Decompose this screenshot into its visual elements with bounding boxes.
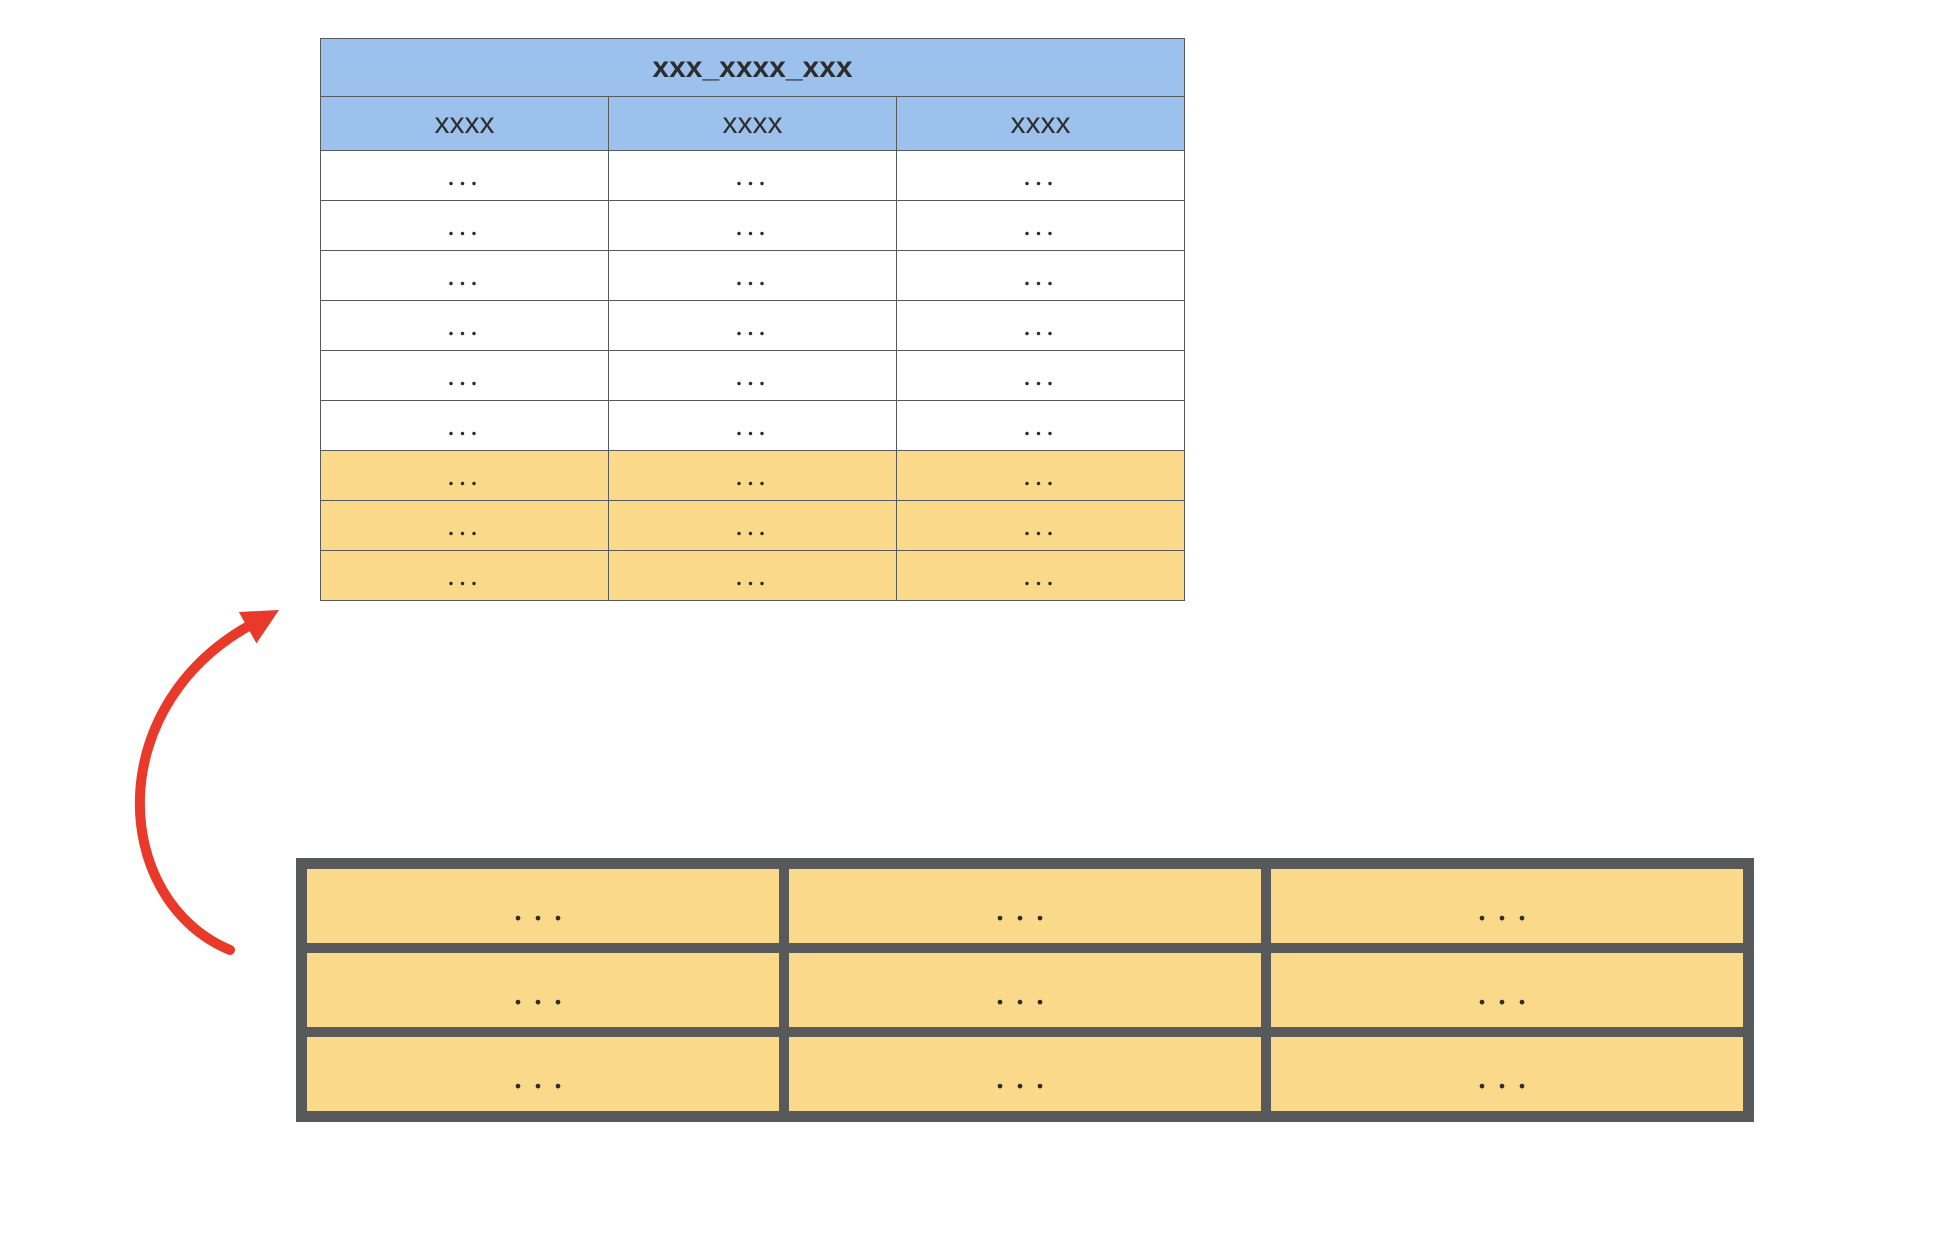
upper-table-title: xxx_xxxx_xxx	[321, 39, 1185, 97]
table-cell: ...	[609, 451, 897, 501]
table-row: .........	[321, 301, 1185, 351]
table-cell: ...	[897, 551, 1185, 601]
table-cell: ...	[897, 451, 1185, 501]
diagram-canvas: xxx_xxxx_xxx xxxx xxxx xxxx ............…	[0, 0, 1944, 1249]
table-row: .........	[302, 864, 1748, 948]
table-cell: ...	[321, 201, 609, 251]
table-cell: ...	[609, 401, 897, 451]
table-cell: ...	[609, 351, 897, 401]
table-cell: ...	[1266, 864, 1748, 948]
table-row: .........	[321, 251, 1185, 301]
table-cell: ...	[897, 201, 1185, 251]
table-cell: ...	[897, 301, 1185, 351]
table-cell: ...	[897, 401, 1185, 451]
lower-grid: ...........................	[296, 858, 1754, 1122]
table-cell: ...	[609, 501, 897, 551]
upper-table-title-row: xxx_xxxx_xxx	[321, 39, 1185, 97]
table-cell: ...	[897, 251, 1185, 301]
table-cell: ...	[609, 251, 897, 301]
table-cell: ...	[609, 151, 897, 201]
table-row: .........	[321, 501, 1185, 551]
table-row: .........	[321, 551, 1185, 601]
upper-table-header-row: xxxx xxxx xxxx	[321, 97, 1185, 151]
table-cell: ...	[784, 1032, 1266, 1116]
table-cell: ...	[321, 351, 609, 401]
table-cell: ...	[897, 501, 1185, 551]
upper-table-wrap: xxx_xxxx_xxx xxxx xxxx xxxx ............…	[320, 38, 1185, 601]
table-cell: ...	[784, 948, 1266, 1032]
table-cell: ...	[784, 864, 1266, 948]
table-cell: ...	[302, 948, 784, 1032]
table-cell: ...	[302, 1032, 784, 1116]
upper-table-col-2: xxxx	[897, 97, 1185, 151]
table-cell: ...	[609, 551, 897, 601]
table-row: .........	[321, 151, 1185, 201]
table-row: .........	[302, 948, 1748, 1032]
table-row: .........	[321, 401, 1185, 451]
table-cell: ...	[321, 551, 609, 601]
table-row: .........	[321, 351, 1185, 401]
table-row: .........	[302, 1032, 1748, 1116]
table-row: .........	[321, 201, 1185, 251]
upper-table-head: xxx_xxxx_xxx xxxx xxxx xxxx	[321, 39, 1185, 151]
upper-table-col-1: xxxx	[609, 97, 897, 151]
table-cell: ...	[897, 351, 1185, 401]
table-cell: ...	[321, 251, 609, 301]
table-cell: ...	[321, 501, 609, 551]
table-cell: ...	[1266, 948, 1748, 1032]
table-cell: ...	[302, 864, 784, 948]
table-cell: ...	[321, 151, 609, 201]
table-cell: ...	[609, 301, 897, 351]
table-cell: ...	[1266, 1032, 1748, 1116]
table-cell: ...	[321, 301, 609, 351]
table-cell: ...	[321, 401, 609, 451]
upper-table-col-0: xxxx	[321, 97, 609, 151]
upper-table: xxx_xxxx_xxx xxxx xxxx xxxx ............…	[320, 38, 1185, 601]
table-cell: ...	[321, 451, 609, 501]
lower-grid-wrap: ...........................	[296, 858, 1754, 1122]
table-cell: ...	[897, 151, 1185, 201]
table-cell: ...	[609, 201, 897, 251]
table-row: .........	[321, 451, 1185, 501]
upper-table-body: ........................................…	[321, 151, 1185, 601]
